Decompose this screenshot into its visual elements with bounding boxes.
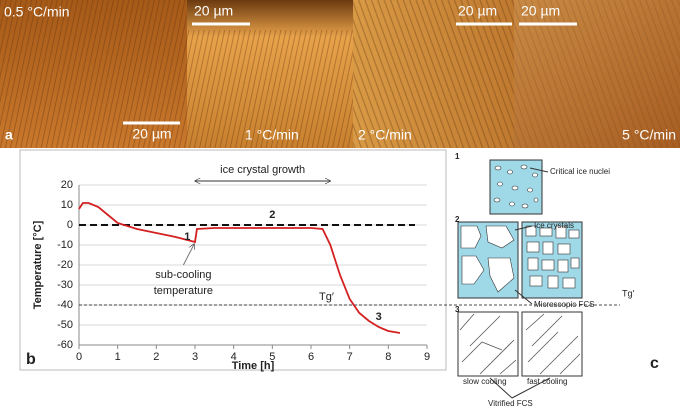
annotation: temperature	[154, 285, 213, 297]
annotation: ice crystal growth	[220, 164, 305, 176]
annotation: 1	[184, 231, 190, 243]
diagram-label: Vitrified FCS	[488, 399, 533, 408]
annotation: 3	[376, 311, 382, 323]
chart-frame	[19, 149, 447, 371]
scale-label: 20 µm	[521, 3, 560, 19]
annotation: Tg′	[319, 291, 334, 303]
step-number: 3	[455, 305, 460, 314]
x-tick-label: 1	[115, 351, 121, 363]
texture	[187, 30, 353, 148]
diagram: 1 2 3 Critical ice nuclei Ice crystals M…	[455, 152, 659, 408]
annotation: 2	[269, 209, 275, 221]
x-tick-label: 0	[76, 351, 82, 363]
diagram-label: Microscopic FCS	[534, 300, 594, 309]
y-tick-label: 20	[61, 179, 73, 191]
step-number: 1	[455, 152, 460, 161]
diagram-label: Ice crystals	[534, 221, 574, 230]
x-tick-label: 3	[192, 351, 198, 363]
y-tick-label: -20	[57, 259, 73, 271]
sub-cooling-arrow	[182, 244, 194, 266]
rate-label: 1 °C/min	[245, 127, 299, 143]
scale-label: 20 µm	[132, 126, 171, 142]
x-tick-label: 4	[231, 351, 237, 363]
x-tick-label: 2	[153, 351, 159, 363]
micrographs: 0.5 °C/min a 20 µm 20 µm 1 °C/min 20 µm …	[0, 0, 680, 148]
y-tick-label: -30	[57, 279, 73, 291]
crystals	[460, 225, 580, 293]
x-tick-label: 7	[347, 351, 353, 363]
diagram-label: Tg′	[622, 288, 635, 298]
step-number: 2	[455, 215, 460, 224]
pointer	[489, 377, 513, 399]
x-tick-label: 6	[308, 351, 314, 363]
pointer	[511, 377, 551, 399]
y-axis-label: Temperature [°C]	[32, 220, 44, 309]
scale-label: 20 µm	[458, 3, 497, 19]
y-tick-label: 0	[67, 219, 73, 231]
rate-label: 2 °C/min	[358, 127, 412, 143]
scale-label: 20 µm	[194, 3, 233, 19]
rate-label: 5 °C/min	[622, 127, 676, 143]
x-axis-label: Time [h]	[232, 360, 275, 372]
pointer	[514, 225, 533, 231]
x-tick-label: 5	[269, 351, 275, 363]
y-tick-label: -60	[57, 339, 73, 351]
diagram-label: slow cooling	[463, 377, 507, 386]
y-tick-label: -10	[57, 239, 73, 251]
x-tick-label: 8	[385, 351, 391, 363]
pointer	[529, 167, 549, 173]
rate-label: 0.5 °C/min	[4, 4, 70, 20]
chart: -60 -50 -40 -30 -20 -10 0 10 20 0 1 2 3 4 5 6 7 8 9 ice cry…	[26, 164, 620, 372]
y-tick-label: 10	[61, 199, 73, 211]
panel-label: b	[26, 351, 36, 368]
data-line	[78, 202, 401, 334]
x-tick-label: 9	[424, 351, 430, 363]
diagram-label: fast cooling	[527, 377, 567, 386]
panel-label: c	[650, 355, 659, 372]
vitrified-box	[521, 311, 583, 377]
fcs-lines	[459, 313, 581, 375]
nuclei	[493, 164, 539, 209]
panel-label: a	[5, 127, 13, 143]
y-tick-label: -50	[57, 319, 73, 331]
pointer	[514, 289, 533, 305]
diagram-label: Critical ice nuclei	[550, 167, 610, 176]
annotation: sub-cooling	[155, 269, 211, 281]
y-tick-label: -40	[57, 299, 73, 311]
